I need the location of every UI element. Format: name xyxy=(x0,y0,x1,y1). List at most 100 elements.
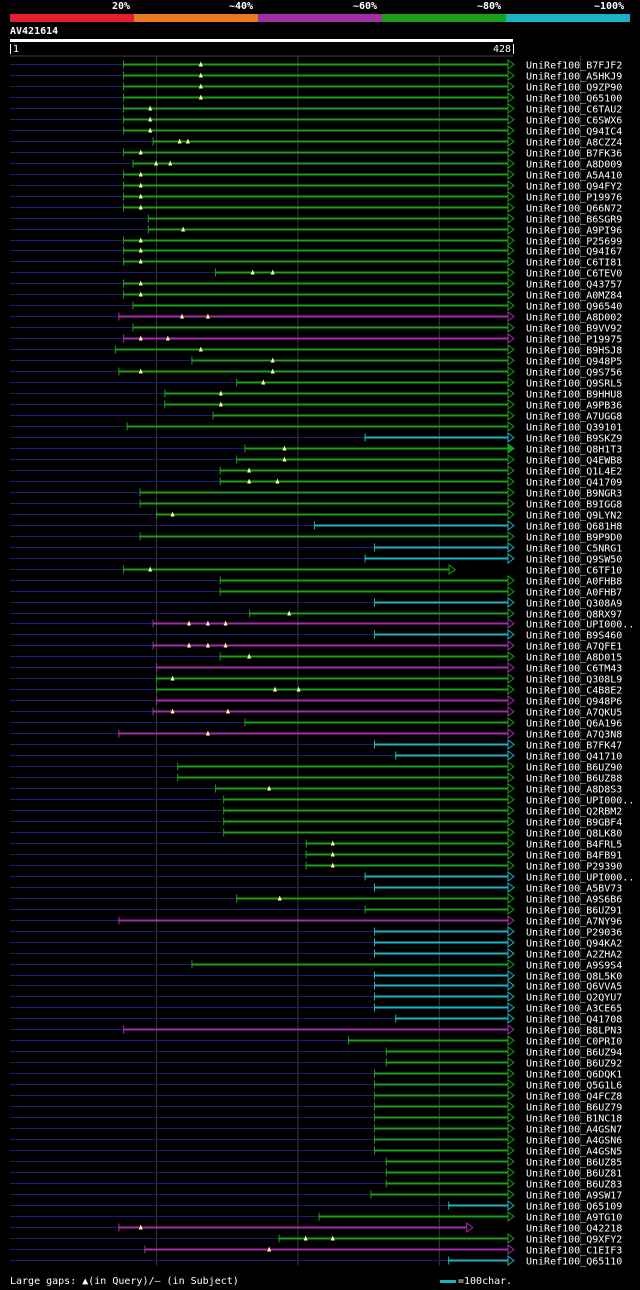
hit-label: UniRef100_Q9SRL5 xyxy=(526,379,622,390)
hit-label: UniRef100_A9S9S4 xyxy=(526,961,622,972)
hit-arrow xyxy=(507,662,515,673)
insertion-marker xyxy=(205,620,210,626)
hit-arrow xyxy=(507,1145,515,1156)
hit-label: UniRef100_A7QKU5 xyxy=(526,708,622,719)
insertion-marker xyxy=(218,390,223,396)
insertion-marker xyxy=(138,280,143,286)
hit-label: UniRef100_Q8LK80 xyxy=(526,829,622,840)
insertion-marker xyxy=(223,620,228,626)
hit-label: UniRef100_Q96540 xyxy=(526,302,622,313)
hit-arrow xyxy=(507,1057,515,1068)
hit-arrow xyxy=(507,465,515,476)
hit-arrow xyxy=(507,1134,515,1145)
legend-labels: 20% ~40% ~60% ~80% ~100% xyxy=(0,0,640,14)
hit-label: UniRef100_A2ZHA2 xyxy=(526,950,622,961)
hit-arrow xyxy=(507,81,515,92)
hit-arrow xyxy=(507,772,515,783)
hit-arrow xyxy=(507,783,515,794)
insertion-marker xyxy=(267,1246,272,1252)
hit-arrow xyxy=(507,1211,515,1222)
hit-arrow xyxy=(507,1189,515,1200)
insertion-marker xyxy=(165,335,170,341)
hit-label: UniRef100_Q4FCZ8 xyxy=(526,1092,622,1103)
hit-arrow xyxy=(507,717,515,728)
hit-arrow xyxy=(507,618,515,629)
hit-label: UniRef100_Q8L5K0 xyxy=(526,972,622,983)
hit-label: UniRef100_B7FK47 xyxy=(526,741,622,752)
hit-arrow xyxy=(507,202,515,213)
hit-label: UniRef100_A5BV73 xyxy=(526,884,622,895)
hit-label: UniRef100_A9S6B6 xyxy=(526,895,622,906)
hit-label: UniRef100_B6UZ91 xyxy=(526,906,622,917)
hit-label: UniRef100_A8D009 xyxy=(526,160,622,171)
insertion-marker xyxy=(187,620,192,626)
hit-label: UniRef100_Q41708 xyxy=(526,1015,622,1026)
hit-label: UniRef100_UPI000.. xyxy=(526,620,634,631)
insertion-marker xyxy=(138,247,143,253)
hit-label: UniRef100_Q1L4E2 xyxy=(526,467,622,478)
hit-label: UniRef100_A9SW17 xyxy=(526,1191,622,1202)
hit-arrow xyxy=(507,267,515,278)
hit-label: UniRef100_UPI000.. xyxy=(526,873,634,884)
hit-arrow xyxy=(507,805,515,816)
hit-label: UniRef100_Q6DQK1 xyxy=(526,1070,622,1081)
hit-label: UniRef100_A7NY96 xyxy=(526,917,622,928)
hit-arrow xyxy=(507,531,515,542)
hit-label: UniRef100_Q308A9 xyxy=(526,599,622,610)
insertion-marker xyxy=(296,686,301,692)
hit-arrow xyxy=(507,608,515,619)
identity-legend-bar xyxy=(10,14,630,22)
hit-arrow xyxy=(507,937,515,948)
insertion-marker xyxy=(138,204,143,210)
insertion-marker xyxy=(303,1235,308,1241)
hit-arrow xyxy=(507,136,515,147)
hit-arrow xyxy=(507,794,515,805)
hit-label: UniRef100_B9HHU8 xyxy=(526,390,622,401)
hit-arrow xyxy=(507,1046,515,1057)
hit-arrow xyxy=(507,245,515,256)
hit-arrow xyxy=(507,333,515,344)
insertion-marker xyxy=(330,1235,335,1241)
hit-label: UniRef100_C6TAU2 xyxy=(526,105,622,116)
insertion-marker xyxy=(277,895,282,901)
hit-label: UniRef100_Q66N72 xyxy=(526,204,622,215)
hit-arrow xyxy=(507,289,515,300)
hit-arrow xyxy=(507,311,515,322)
hit-label: UniRef100_Q42218 xyxy=(526,1224,622,1235)
insertion-marker xyxy=(138,182,143,188)
insertion-marker xyxy=(148,127,153,133)
insertion-marker xyxy=(179,313,184,319)
hit-label: UniRef100_P29036 xyxy=(526,928,622,939)
hit-label: UniRef100_B6UZ83 xyxy=(526,1180,622,1191)
insertion-marker xyxy=(282,445,287,451)
insertion-marker xyxy=(187,642,192,648)
hit-arrow xyxy=(507,70,515,81)
insertion-marker xyxy=(270,357,275,363)
insertion-marker xyxy=(170,708,175,714)
hit-label: UniRef100_Q9S756 xyxy=(526,368,622,379)
hit-arrow xyxy=(507,882,515,893)
hit-arrow xyxy=(507,344,515,355)
hit-label: UniRef100_B9NGR3 xyxy=(526,489,622,500)
hit-arrow xyxy=(507,991,515,1002)
hit-arrow xyxy=(507,169,515,180)
hit-arrow xyxy=(507,410,515,421)
hit-arrow xyxy=(507,761,515,772)
hit-label: UniRef100_Q2QYU7 xyxy=(526,993,622,1004)
hit-label: UniRef100_Q9SW50 xyxy=(526,555,622,566)
hit-arrow xyxy=(507,904,515,915)
hit-label: UniRef100_A4GSN5 xyxy=(526,1147,622,1158)
hit-arrow xyxy=(507,651,515,662)
insertion-marker xyxy=(205,642,210,648)
hit-label: UniRef100_B6UZ94 xyxy=(526,1048,622,1059)
insertion-marker xyxy=(170,511,175,517)
insertion-marker xyxy=(275,478,280,484)
hit-label: UniRef100_Q8RX97 xyxy=(526,610,622,621)
hit-arrow xyxy=(507,476,515,487)
insertion-marker xyxy=(223,642,228,648)
hit-arrow xyxy=(507,640,515,651)
hit-arrow xyxy=(507,498,515,509)
hit-label: UniRef100_C6TI81 xyxy=(526,258,622,269)
legend-label-20: 20% xyxy=(112,1,131,12)
gaps-legend: Large gaps: ▲(in Query)/– (in Subject) xyxy=(10,1276,239,1287)
